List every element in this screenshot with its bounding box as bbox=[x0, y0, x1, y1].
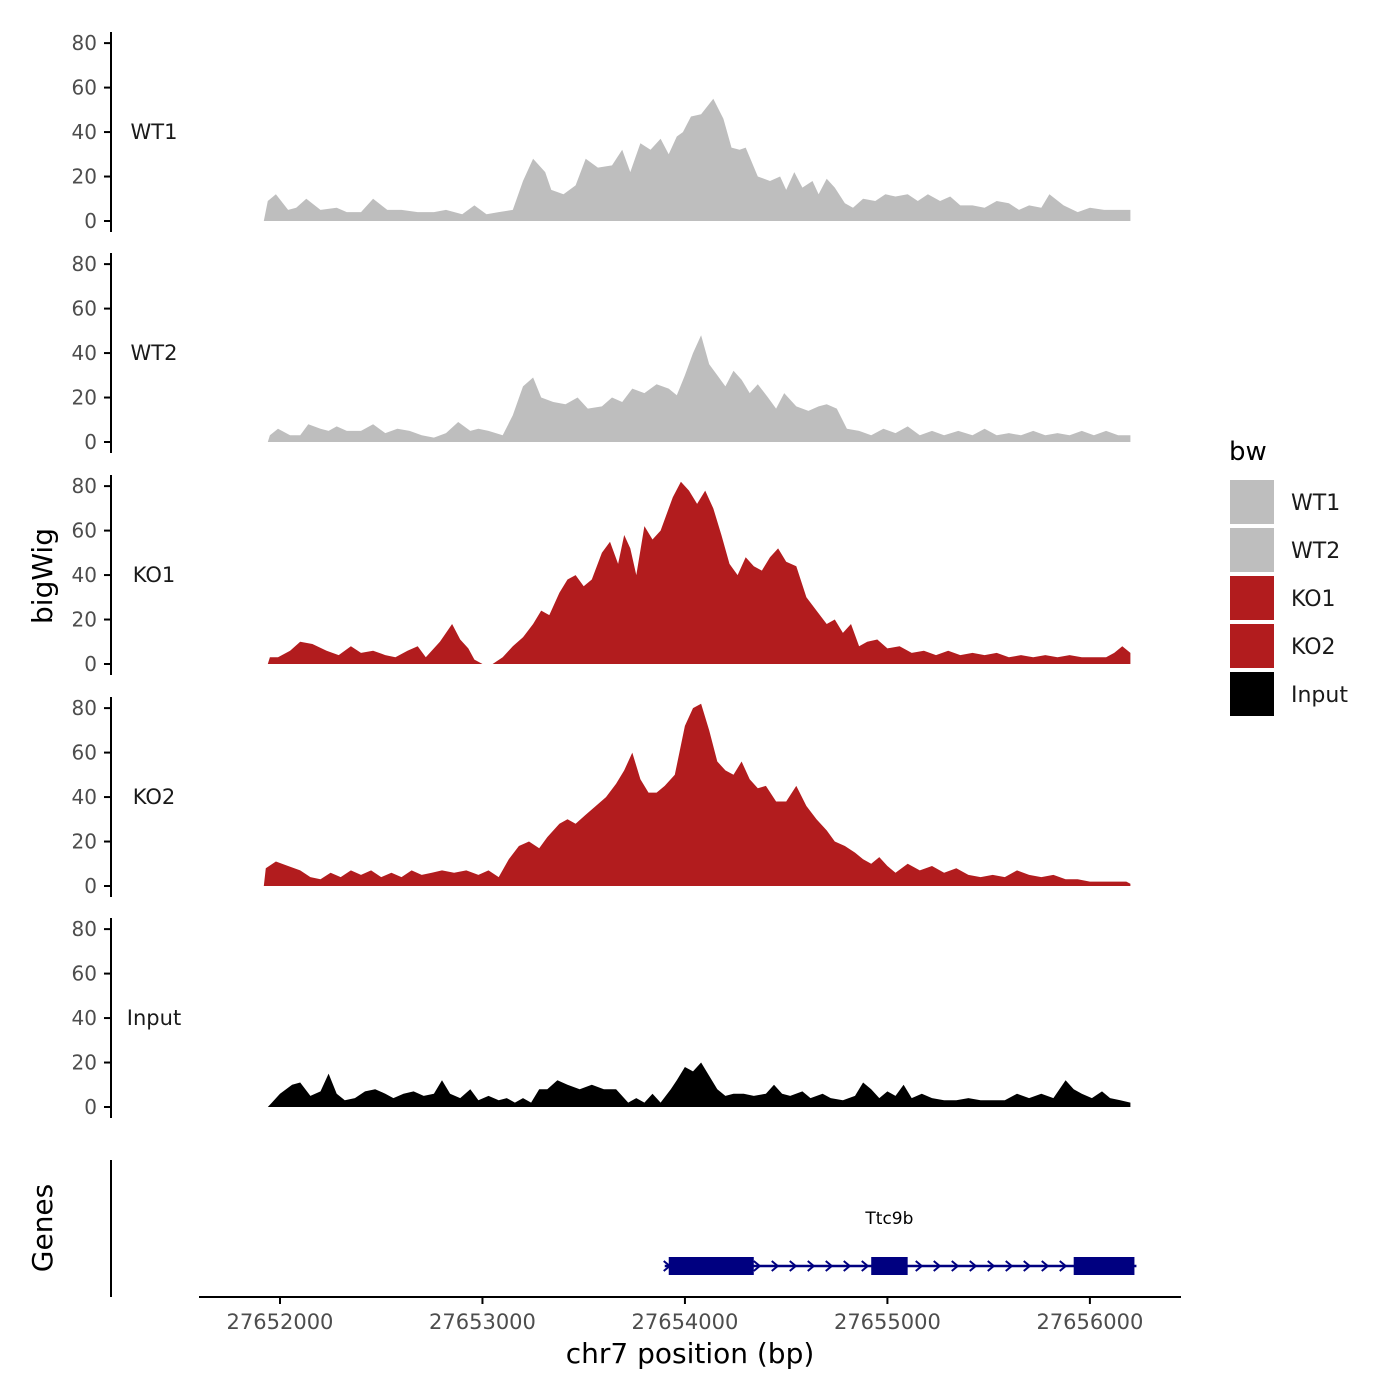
y-tick-label: 80 bbox=[72, 696, 97, 720]
strand-arrow bbox=[951, 1260, 960, 1272]
track-label-wt1: WT1 bbox=[131, 120, 178, 144]
x-tick-label: 27652000 bbox=[227, 1310, 334, 1334]
x-axis-ticks: 27652000 27653000 27654000 27655000 27656000 bbox=[227, 1297, 1143, 1334]
strand-arrow bbox=[1059, 1260, 1068, 1272]
strand-arrow bbox=[825, 1260, 834, 1272]
gene-name-label: Ttc9b bbox=[864, 1209, 913, 1229]
x-tick-label: 27655000 bbox=[834, 1310, 941, 1334]
y-tick-label: 60 bbox=[72, 741, 97, 765]
y-tick-label: 0 bbox=[84, 430, 97, 454]
legend-swatch bbox=[1228, 526, 1276, 574]
coverage-area-wt1 bbox=[263, 98, 1131, 221]
y-tick-label: 40 bbox=[72, 785, 97, 809]
legend-label: Input bbox=[1291, 683, 1348, 708]
y-tick-label: 80 bbox=[72, 474, 97, 498]
gene-exon bbox=[1073, 1257, 1135, 1275]
y-tick-label: 0 bbox=[84, 874, 97, 898]
track-label-wt2: WT2 bbox=[131, 341, 178, 365]
y-tick-label: 40 bbox=[72, 563, 97, 587]
strand-arrow bbox=[771, 1260, 780, 1272]
strand-arrow bbox=[1041, 1260, 1050, 1272]
y-tick-label: 60 bbox=[72, 519, 97, 543]
genes-track-label: Genes bbox=[26, 1184, 59, 1272]
strand-arrow bbox=[987, 1260, 996, 1272]
legend-item-input: Input bbox=[1228, 670, 1348, 718]
y-tick-label: 20 bbox=[72, 165, 97, 189]
strand-arrow bbox=[753, 1260, 762, 1272]
strand-arrow bbox=[1023, 1260, 1032, 1272]
y-tick-label: 60 bbox=[72, 962, 97, 986]
y-tick-label: 20 bbox=[72, 830, 97, 854]
track-label-input: Input bbox=[127, 1006, 181, 1030]
y-tick-label: 0 bbox=[84, 652, 97, 676]
y-tick-label: 20 bbox=[72, 1051, 97, 1075]
strand-arrow bbox=[861, 1260, 870, 1272]
y-tick-label: 80 bbox=[72, 252, 97, 276]
legend-swatch bbox=[1228, 478, 1276, 526]
legend-swatch bbox=[1228, 670, 1276, 718]
gene-exon bbox=[668, 1257, 754, 1275]
y-tick-label: 0 bbox=[84, 1095, 97, 1119]
legend-items: WT1 WT2 KO1 KO2 Input bbox=[1228, 478, 1348, 718]
coverage-area-wt2 bbox=[267, 335, 1131, 442]
strand-arrow bbox=[789, 1260, 798, 1272]
x-tick-label: 27656000 bbox=[1036, 1310, 1143, 1334]
panel-wt1: 0 20 40 60 80 WT1 bbox=[72, 31, 1131, 233]
legend: bw WT1 WT2 KO1 KO2 Input bbox=[1228, 437, 1348, 718]
strand-arrow bbox=[933, 1260, 942, 1272]
legend-label: WT1 bbox=[1291, 491, 1340, 516]
y-axis-label: bigWig bbox=[26, 528, 59, 624]
x-tick-label: 27653000 bbox=[429, 1310, 536, 1334]
track-label-ko2: KO2 bbox=[133, 785, 176, 809]
legend-swatch bbox=[1228, 574, 1276, 622]
strand-arrow bbox=[969, 1260, 978, 1272]
legend-label: WT2 bbox=[1291, 539, 1340, 564]
legend-swatch bbox=[1228, 622, 1276, 670]
coverage-area-ko1 bbox=[267, 481, 1131, 664]
y-tick-label: 20 bbox=[72, 386, 97, 410]
panel-ko1: 0 20 40 60 80 KO1 bbox=[72, 474, 1131, 676]
y-tick-label: 0 bbox=[84, 209, 97, 233]
legend-label: KO1 bbox=[1291, 587, 1336, 612]
x-tick-label: 27654000 bbox=[631, 1310, 738, 1334]
coverage-area-ko2 bbox=[263, 703, 1131, 886]
y-tick-label: 60 bbox=[72, 297, 97, 321]
legend-title: bw bbox=[1229, 437, 1267, 467]
strand-arrow bbox=[807, 1260, 816, 1272]
y-tick-label: 80 bbox=[72, 917, 97, 941]
legend-item-wt1: WT1 bbox=[1228, 478, 1340, 526]
gene-model-ttc9b bbox=[663, 1257, 1137, 1275]
legend-item-ko1: KO1 bbox=[1228, 574, 1336, 622]
panel-input: 0 20 40 60 80 Input bbox=[72, 917, 1131, 1119]
gene-exon bbox=[871, 1257, 908, 1275]
x-axis: 27652000 27653000 27654000 27655000 27656000… bbox=[199, 1296, 1181, 1370]
track-label-ko1: KO1 bbox=[133, 563, 176, 587]
legend-item-ko2: KO2 bbox=[1228, 622, 1336, 670]
y-tick-label: 40 bbox=[72, 341, 97, 365]
y-tick-label: 60 bbox=[72, 76, 97, 100]
strand-arrow bbox=[915, 1260, 924, 1272]
genes-track: Genes Ttc9b bbox=[26, 1160, 1137, 1297]
strand-arrow bbox=[1005, 1260, 1014, 1272]
track-panels: 0 20 40 60 80 WT1 0 20 40 60 80 WT2 0 20 40 60 80 KO1 0 20 4… bbox=[72, 31, 1131, 1119]
y-tick-label: 40 bbox=[72, 1006, 97, 1030]
y-tick-label: 40 bbox=[72, 120, 97, 144]
legend-item-wt2: WT2 bbox=[1228, 526, 1340, 574]
strand-arrow bbox=[843, 1260, 852, 1272]
panel-wt2: 0 20 40 60 80 WT2 bbox=[72, 252, 1131, 454]
panel-ko2: 0 20 40 60 80 KO2 bbox=[72, 696, 1131, 898]
y-tick-label: 20 bbox=[72, 608, 97, 632]
legend-label: KO2 bbox=[1291, 635, 1336, 660]
coverage-area-input bbox=[267, 1062, 1131, 1107]
y-tick-label: 80 bbox=[72, 31, 97, 55]
x-axis-label: chr7 position (bp) bbox=[566, 1337, 815, 1370]
